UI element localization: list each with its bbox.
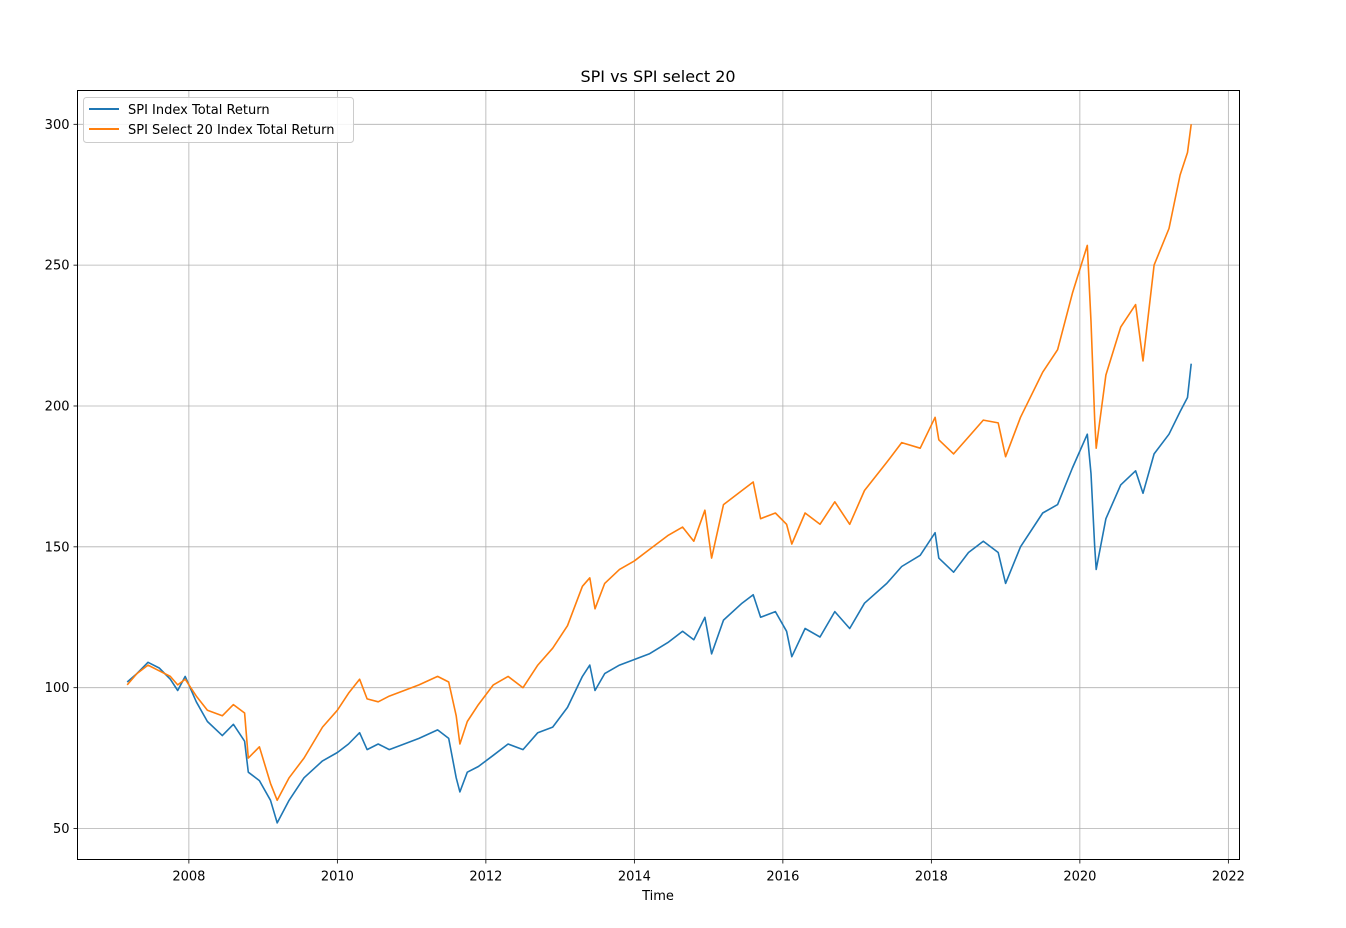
x-tick-label: 2020: [1063, 870, 1096, 885]
x-tick-label: 2016: [766, 870, 799, 885]
legend-label-spi-select-20: SPI Select 20 Index Total Return: [128, 123, 335, 138]
y-tick-label: 300: [45, 118, 70, 133]
x-axis: 2008 2010 2012 2014 2016 2018 2020 2022: [172, 859, 1245, 885]
legend: SPI Index Total Return SPI Select 20 Ind…: [83, 97, 354, 143]
plot-frame: [77, 90, 1240, 860]
grid-lines: [77, 90, 1240, 860]
y-axis: 50 100 150 200 250 300: [45, 118, 78, 837]
x-tick-label: 2022: [1212, 870, 1245, 885]
y-tick-label: 200: [45, 399, 70, 414]
x-tick-label: 2010: [321, 870, 354, 885]
chart-title: SPI vs SPI select 20: [580, 67, 735, 86]
x-tick-label: 2012: [469, 870, 502, 885]
x-tick-label: 2014: [618, 870, 651, 885]
y-tick-label: 100: [45, 681, 70, 696]
y-tick-label: 250: [45, 259, 70, 274]
plot-lines: [126, 124, 1192, 824]
y-tick-label: 150: [45, 540, 70, 555]
legend-box: [83, 97, 354, 143]
x-tick-label: 2018: [915, 870, 948, 885]
y-tick-label: 50: [53, 822, 70, 837]
x-axis-label: Time: [641, 889, 674, 904]
series-line-1: [126, 124, 1192, 802]
series-line-0: [126, 363, 1192, 824]
x-tick-label: 2008: [172, 870, 205, 885]
legend-label-spi-index: SPI Index Total Return: [128, 103, 270, 118]
